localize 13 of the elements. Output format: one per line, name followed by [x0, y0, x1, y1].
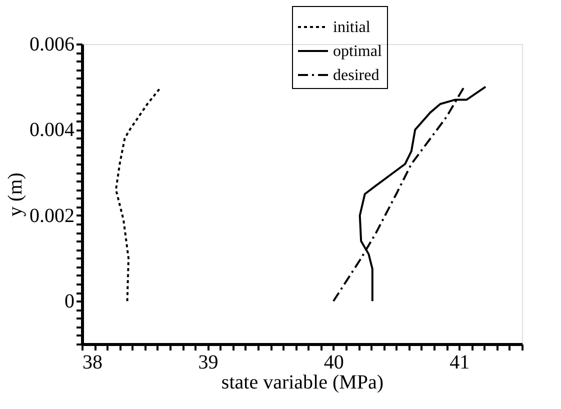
y-tick-label: 0.002: [30, 204, 74, 227]
x-tick-label: 41: [450, 352, 470, 374]
y-tick-label: 0.006: [30, 34, 74, 56]
x-axis-title: state variable (MPa): [221, 372, 384, 394]
x-tick-label: 39: [198, 352, 218, 374]
x-tick-label: 40: [324, 352, 344, 374]
y-axis-title: y (m): [4, 172, 26, 216]
legend-label: initial: [333, 19, 371, 36]
y-tick-label: 0: [64, 290, 74, 313]
x-tick-label: 38: [82, 352, 102, 374]
legend-label: desired: [333, 67, 380, 84]
legend-label: optimal: [333, 43, 382, 60]
y-tick-label: 0.004: [30, 119, 74, 142]
